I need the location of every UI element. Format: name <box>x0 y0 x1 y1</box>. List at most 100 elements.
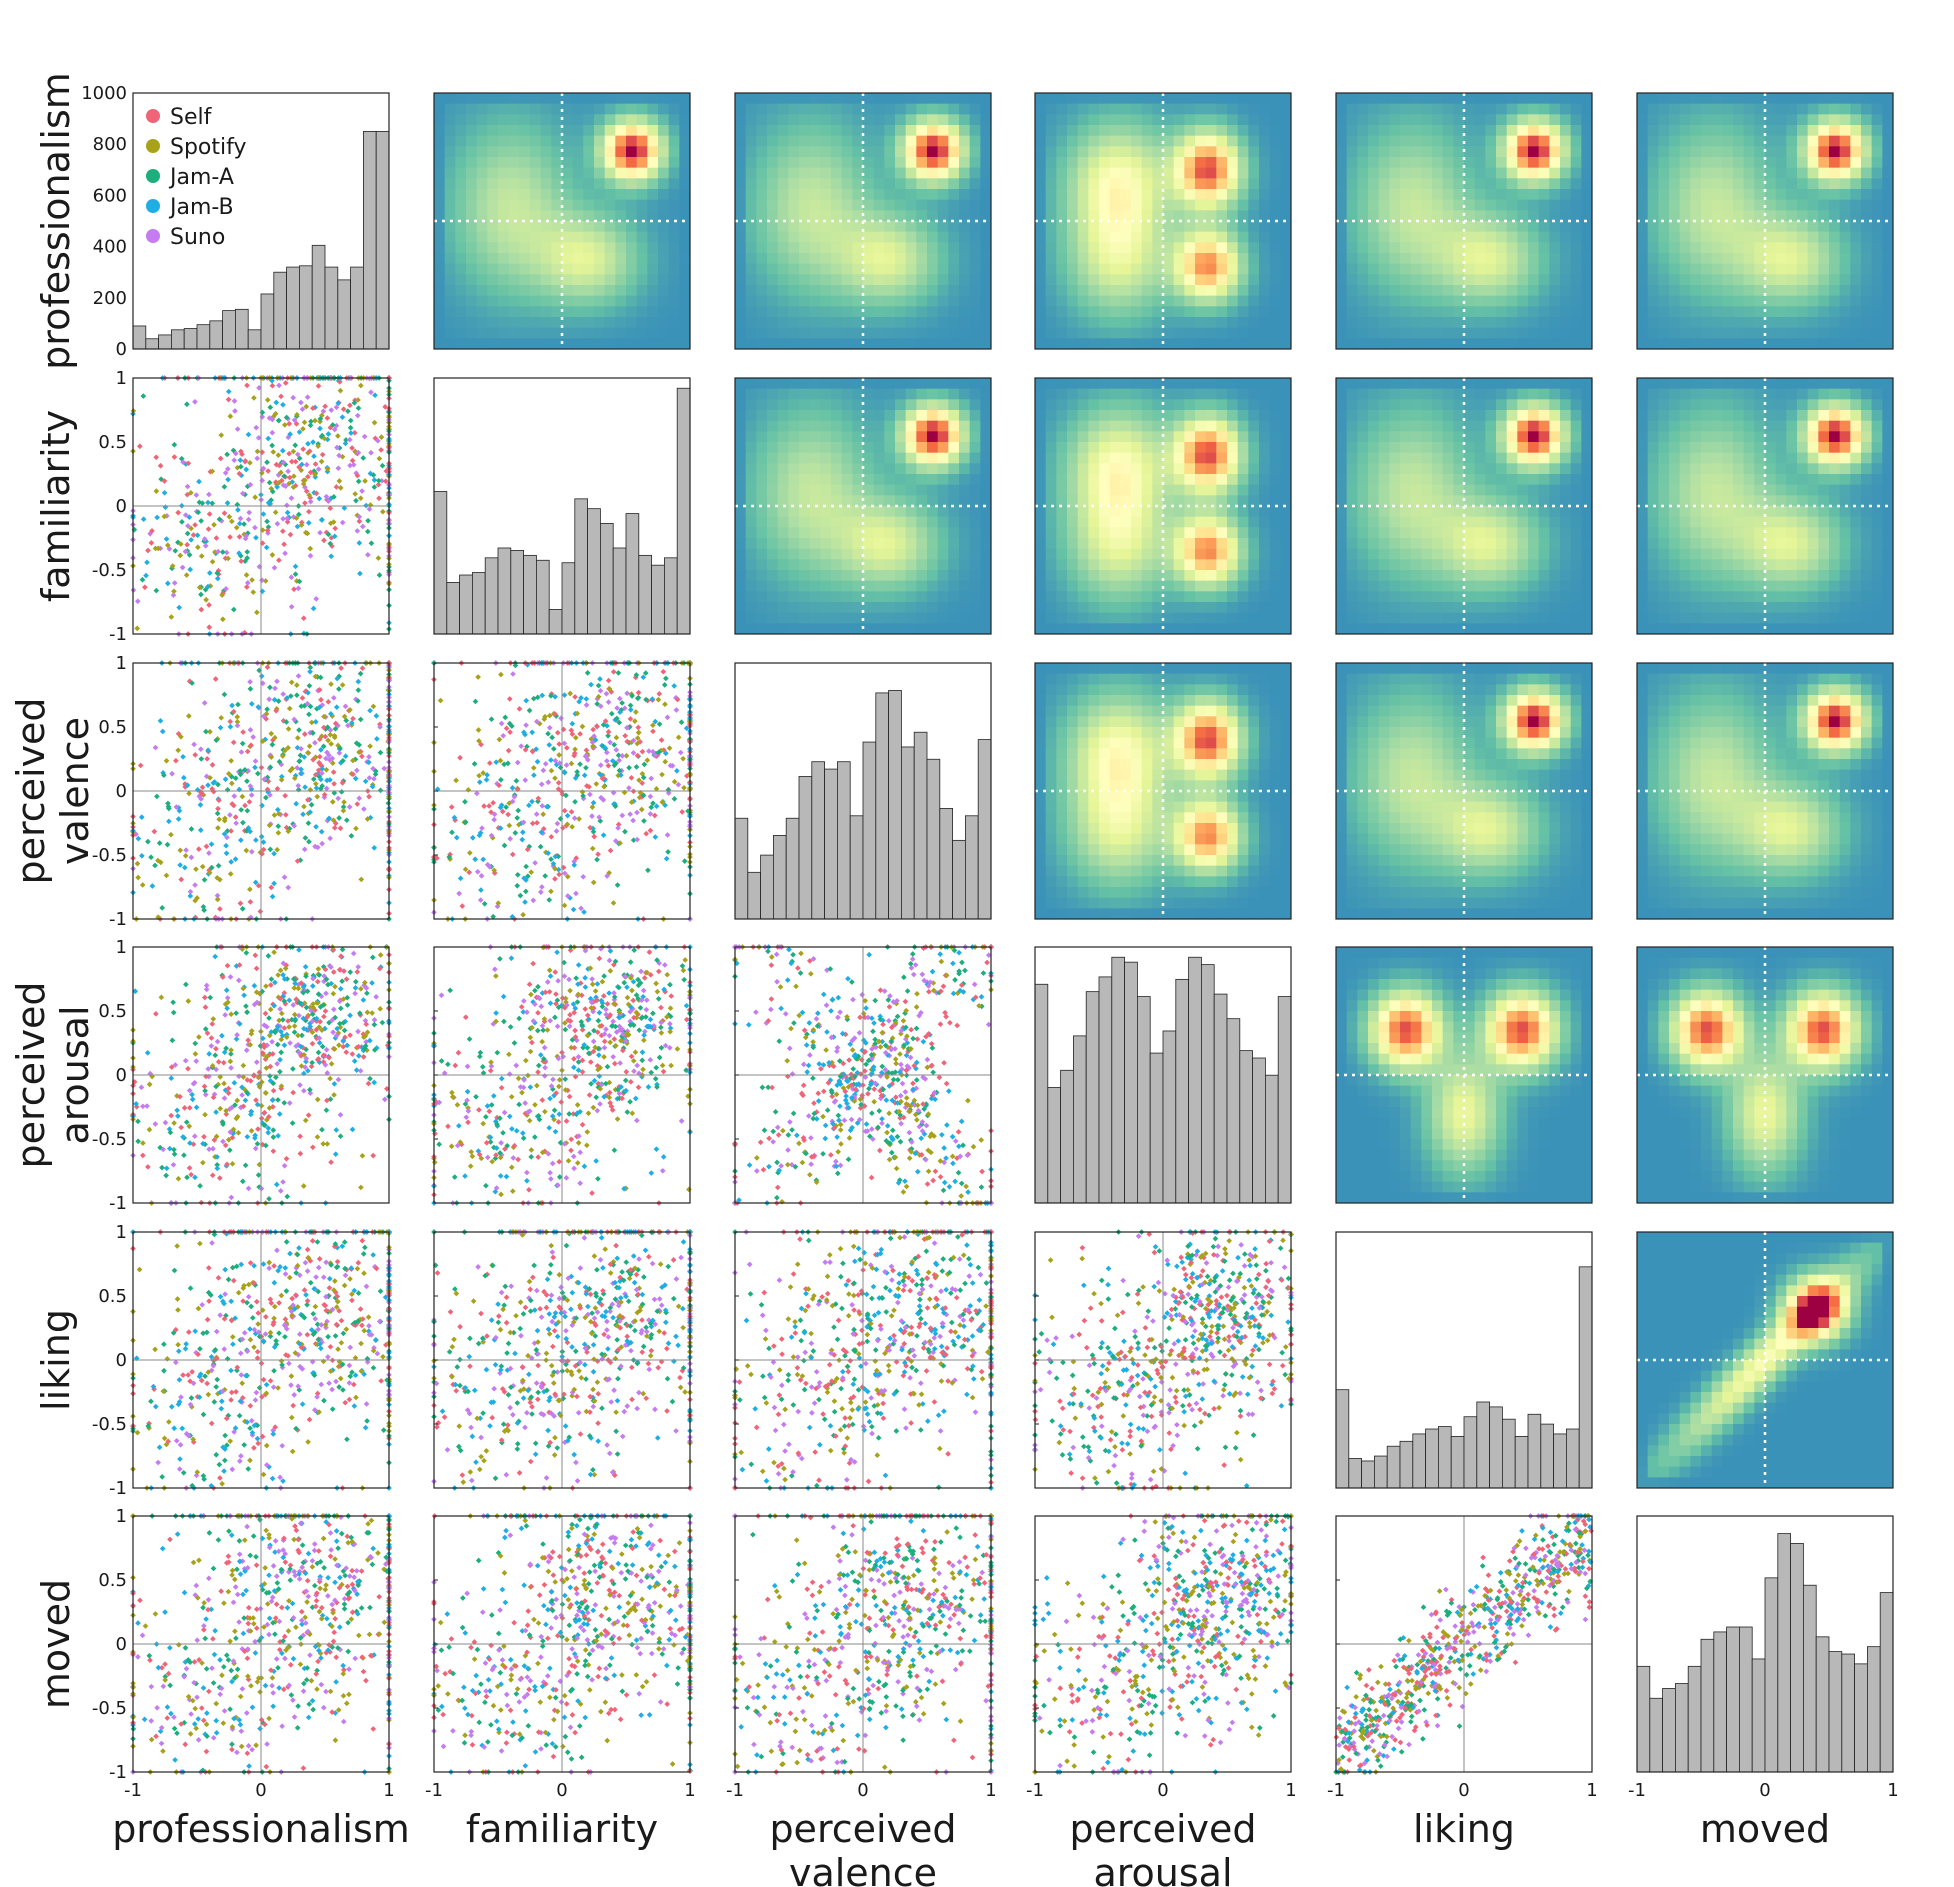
density-cell <box>745 135 757 147</box>
density-cell <box>1743 167 1755 179</box>
density-cell <box>927 253 939 265</box>
density-cell <box>1807 231 1819 243</box>
density-cell <box>777 178 789 190</box>
density-cell <box>1173 199 1185 211</box>
density-cell <box>1088 317 1100 329</box>
scatter-point <box>356 518 363 525</box>
density-cell <box>668 189 680 201</box>
density-cell <box>1216 306 1228 318</box>
density-cell <box>1248 125 1260 137</box>
density-cell <box>1775 210 1787 222</box>
density-cell <box>1269 114 1281 126</box>
density-cell <box>1173 125 1185 137</box>
density-cell <box>466 242 478 254</box>
density-cell <box>756 580 768 592</box>
density-cell <box>1056 452 1068 464</box>
density-cell <box>1538 306 1550 318</box>
density-cell <box>841 474 853 486</box>
density-cell <box>1818 167 1830 179</box>
density-cell <box>1045 317 1057 329</box>
density-cell <box>980 178 992 190</box>
density-cell <box>1829 285 1841 297</box>
density-cell <box>1679 253 1691 265</box>
density-cell <box>1152 317 1164 329</box>
density-cell <box>1765 274 1777 286</box>
density-cell <box>895 527 907 539</box>
density-cell <box>1120 591 1132 603</box>
density-cell <box>1570 221 1582 233</box>
density-cell <box>1442 410 1454 422</box>
density-cell <box>809 167 821 179</box>
density-cell <box>1517 399 1529 411</box>
density-cell <box>852 274 864 286</box>
density-cell <box>799 559 811 571</box>
density-cell <box>959 114 971 126</box>
density-cell <box>1410 125 1422 137</box>
density-cell <box>799 231 811 243</box>
density-cell <box>1400 306 1412 318</box>
density-cell <box>927 189 939 201</box>
density-cell <box>1797 338 1809 350</box>
density-cell <box>679 231 691 243</box>
density-cell <box>959 559 971 571</box>
density-cell <box>905 431 917 443</box>
density-cell <box>1195 612 1207 624</box>
density-cell <box>1464 253 1476 265</box>
density-cell <box>1647 295 1659 307</box>
density-cell <box>1099 135 1111 147</box>
density-cell <box>1336 93 1348 105</box>
density-cell <box>745 285 757 297</box>
density-cell <box>863 516 875 528</box>
density-cell <box>1442 231 1454 243</box>
density-cell <box>1432 253 1444 265</box>
density-cell <box>1722 157 1734 169</box>
scatter-point <box>339 519 346 526</box>
density-cell <box>1560 317 1572 329</box>
histogram-bar <box>459 574 473 635</box>
density-cell <box>1464 114 1476 126</box>
density-cell <box>1421 221 1433 233</box>
density-cell <box>1077 317 1089 329</box>
scatter-point <box>278 393 284 400</box>
density-cell <box>969 442 981 454</box>
density-cell <box>1259 93 1271 105</box>
density-cell <box>615 242 627 254</box>
density-cell <box>1496 285 1508 297</box>
density-cell <box>1549 388 1561 400</box>
density-cell <box>1528 157 1540 169</box>
density-cell <box>884 442 896 454</box>
density-cell <box>948 146 960 158</box>
density-cell <box>745 327 757 339</box>
density-cell <box>905 242 917 254</box>
density-cell <box>927 399 939 411</box>
density-cell <box>809 253 821 265</box>
density-cell <box>1786 274 1798 286</box>
density-cell <box>1357 263 1369 275</box>
density-cell <box>1045 602 1057 614</box>
density-cell <box>1067 146 1079 158</box>
density-cell <box>1205 484 1217 496</box>
scatter-point <box>288 495 295 501</box>
density-cell <box>980 570 992 582</box>
density-cell <box>1237 623 1249 635</box>
density-cell <box>1195 263 1207 275</box>
density-cell <box>1453 285 1465 297</box>
density-cell <box>927 410 939 422</box>
density-cell <box>1701 93 1713 105</box>
density-cell <box>1088 516 1100 528</box>
density-cell <box>1141 253 1153 265</box>
scatter-point <box>252 494 258 501</box>
density-cell <box>1195 242 1207 254</box>
density-cell <box>1807 199 1819 211</box>
density-cell <box>884 274 896 286</box>
density-cell <box>1368 189 1380 201</box>
density-cell <box>745 570 757 582</box>
density-cell <box>1474 388 1486 400</box>
density-cell <box>1269 420 1281 432</box>
density-cell <box>487 295 499 307</box>
density-cell <box>777 431 789 443</box>
scatter-point <box>378 434 385 440</box>
density-cell <box>1163 623 1175 635</box>
scatter-point <box>223 549 230 556</box>
density-cell <box>1163 591 1175 603</box>
